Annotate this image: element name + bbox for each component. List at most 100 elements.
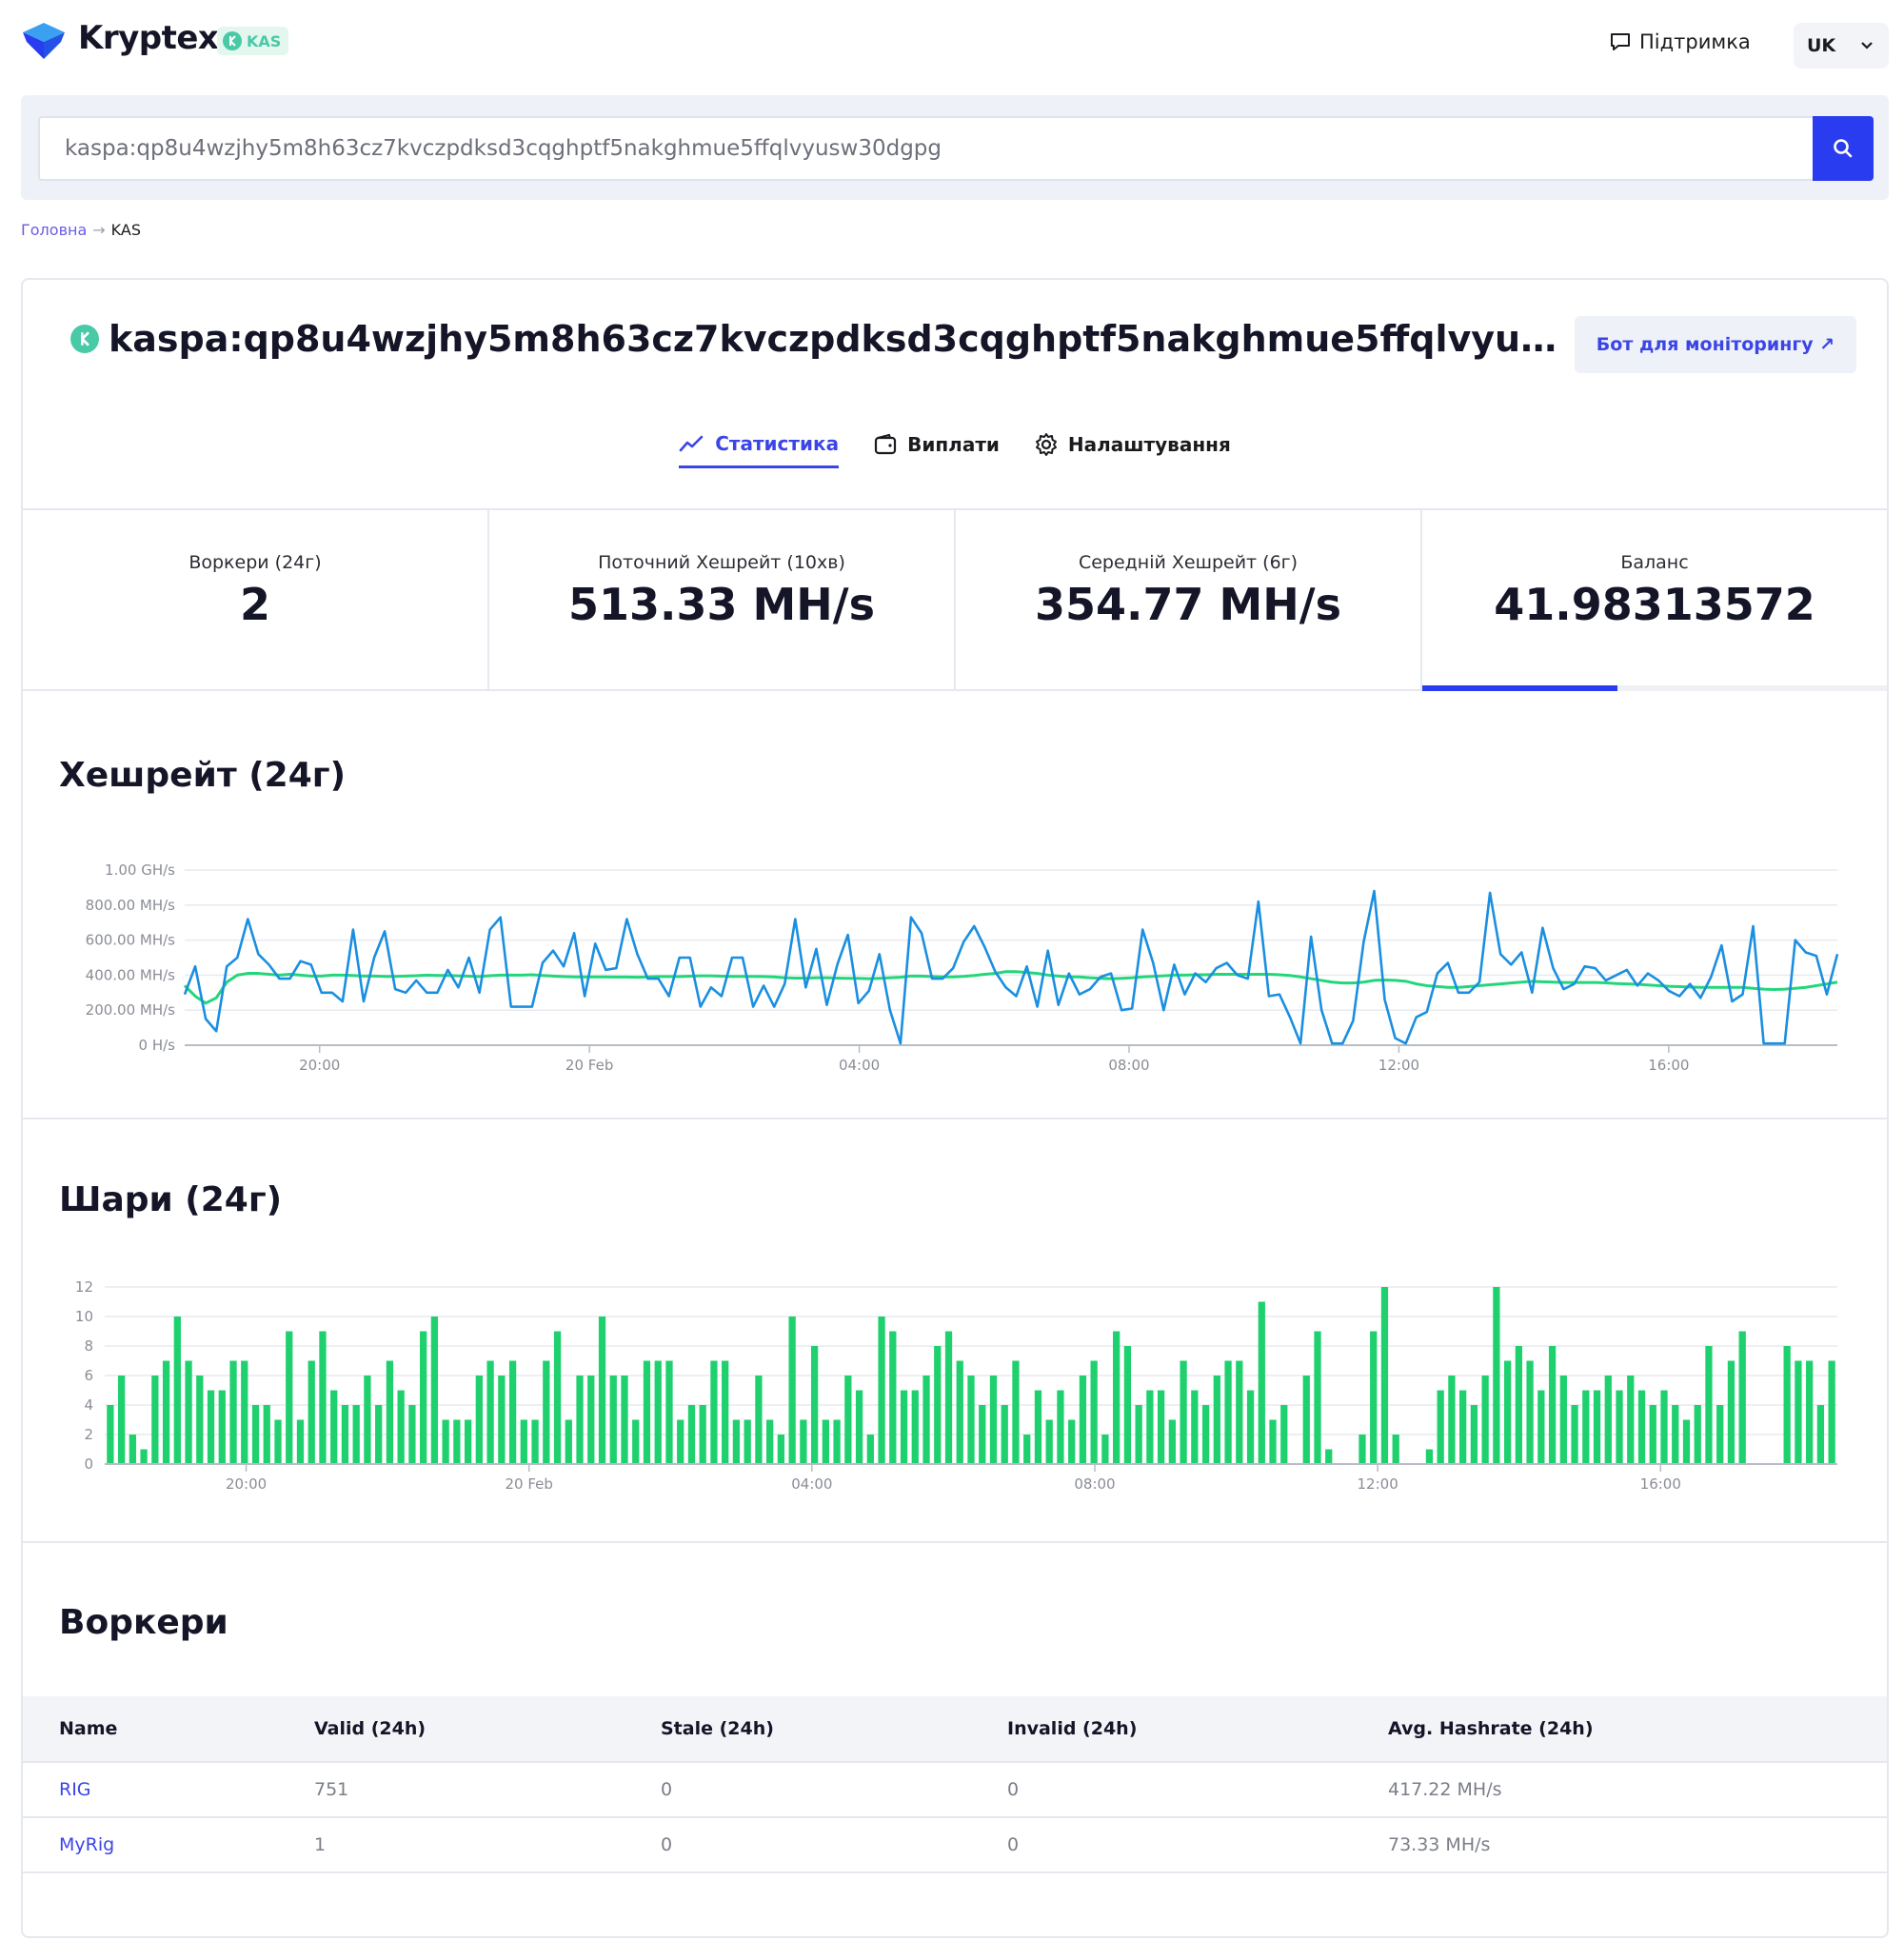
stat-current-hashrate: Поточний Хешрейт (10хв) 513.33 MH/s [489, 510, 956, 689]
average-hashrate-line [183, 970, 1838, 1005]
shares-bar [1123, 1346, 1132, 1464]
column-header-valid[interactable]: Valid (24h) [314, 1718, 426, 1739]
shares-bar [553, 1331, 562, 1464]
shares-bar [722, 1360, 729, 1464]
shares-bar [1828, 1360, 1835, 1464]
shares-bar [1682, 1419, 1691, 1464]
shares-bar [621, 1376, 628, 1464]
chat-bubble-icon [1611, 33, 1630, 50]
language-select[interactable]: UK [1794, 23, 1889, 69]
column-header-name[interactable]: Name [59, 1718, 118, 1739]
y-tick-label: 4 [84, 1396, 93, 1414]
shares-bar [1079, 1376, 1087, 1464]
column-header-stale[interactable]: Stale (24h) [661, 1718, 774, 1739]
shares-bar [1302, 1376, 1310, 1464]
shares-bar [453, 1419, 461, 1464]
address-search-input[interactable] [38, 116, 1815, 181]
stat-average-hashrate-value: 354.77 MH/s [1035, 579, 1341, 630]
shares-bar [140, 1449, 148, 1464]
chart-line-icon [679, 435, 704, 451]
shares-bar [956, 1360, 963, 1464]
column-header-avg-hashrate[interactable]: Avg. Hashrate (24h) [1388, 1718, 1594, 1739]
shares-bar [1191, 1390, 1199, 1464]
shares-bar [587, 1376, 595, 1464]
y-tick-label: 2 [84, 1426, 93, 1443]
stat-average-hashrate-label: Середній Хешрейт (6г) [1078, 552, 1299, 573]
shares-bar [643, 1360, 651, 1464]
tab-statistics[interactable]: Статистика [679, 421, 840, 468]
workers-table-header: Name Valid (24h) Stale (24h) Invalid (24… [23, 1696, 1887, 1763]
breadcrumb-home-link[interactable]: Головна [21, 221, 88, 239]
worker-avg-hashrate: 417.22 MH/s [1388, 1779, 1502, 1800]
tab-payouts[interactable]: Виплати [873, 421, 1000, 468]
shares-bar [979, 1405, 986, 1464]
shares-bar [1023, 1435, 1031, 1464]
kaspa-coin-icon [70, 325, 99, 353]
coin-badge-label: KAS [247, 31, 282, 50]
shares-bar [1470, 1405, 1478, 1464]
shares-bar [1236, 1360, 1243, 1464]
shares-bar [677, 1419, 684, 1464]
shares-bar [1090, 1360, 1098, 1464]
shares-bar [1649, 1405, 1656, 1464]
search-button[interactable] [1813, 116, 1874, 181]
tab-settings[interactable]: Налаштування [1034, 421, 1231, 468]
monitoring-bot-button[interactable]: Бот для моніторингу ↗ [1575, 316, 1856, 373]
shares-bar [1258, 1301, 1265, 1464]
shares-bar [486, 1360, 494, 1464]
shares-bar [330, 1390, 338, 1464]
shares-bar [1213, 1376, 1220, 1464]
worker-name-link[interactable]: RIG [59, 1779, 91, 1800]
shares-bar [241, 1360, 248, 1464]
shares-bar [1380, 1287, 1389, 1464]
chevron-down-icon [1861, 42, 1873, 49]
shares-bar [1001, 1405, 1008, 1464]
shares-bar [1425, 1449, 1434, 1464]
shares-bar [531, 1419, 539, 1464]
breadcrumb-current: KAS [110, 221, 141, 239]
column-header-invalid[interactable]: Invalid (24h) [1007, 1718, 1138, 1739]
x-tick-label: 20 Feb [565, 1057, 613, 1074]
shares-bar [1716, 1405, 1724, 1464]
brand-name[interactable]: Kryptex [78, 19, 219, 57]
shares-bar [810, 1346, 819, 1464]
shares-bar [1548, 1346, 1557, 1464]
x-tick-label: 16:00 [1640, 1475, 1681, 1493]
shares-bar [1045, 1419, 1053, 1464]
shares-bar [1738, 1331, 1746, 1464]
worker-valid: 751 [314, 1779, 349, 1800]
shares-bar [1246, 1390, 1255, 1464]
shares-bar [307, 1360, 315, 1464]
stat-balance: Баланс 41.98313572 [1422, 510, 1887, 691]
shares-bar [1157, 1390, 1165, 1464]
kryptex-logo-icon[interactable] [21, 19, 67, 61]
shares-bar [1694, 1405, 1701, 1464]
shares-bar [822, 1419, 829, 1464]
shares-bar [430, 1317, 439, 1464]
shares-bar [1604, 1376, 1612, 1464]
shares-bar [286, 1331, 293, 1464]
breadcrumb: Головна → KAS [21, 221, 141, 239]
shares-bar [274, 1419, 282, 1464]
language-value: UK [1807, 35, 1836, 56]
shares-bar [654, 1360, 662, 1464]
shares-bar [844, 1376, 852, 1464]
shares-bar [665, 1360, 673, 1464]
support-link[interactable]: Підтримка [1609, 30, 1751, 53]
shares-bar [1146, 1390, 1154, 1464]
shares-bar [375, 1405, 383, 1464]
x-tick-label: 12:00 [1358, 1475, 1398, 1493]
shares-bar [1816, 1405, 1825, 1464]
y-tick-label: 400.00 MH/s [86, 966, 176, 983]
x-tick-label: 20:00 [299, 1057, 340, 1074]
shares-bar [1325, 1449, 1333, 1464]
worker-name-link[interactable]: MyRig [59, 1834, 115, 1855]
shares-bar [1459, 1390, 1467, 1464]
shares-bar [442, 1419, 449, 1464]
gear-icon [1035, 433, 1057, 456]
shares-bar [766, 1419, 774, 1464]
x-tick-label: 08:00 [1074, 1475, 1115, 1493]
shares-bar [185, 1360, 192, 1464]
shares-bar [263, 1405, 270, 1464]
balance-progress-track [1422, 685, 1887, 691]
